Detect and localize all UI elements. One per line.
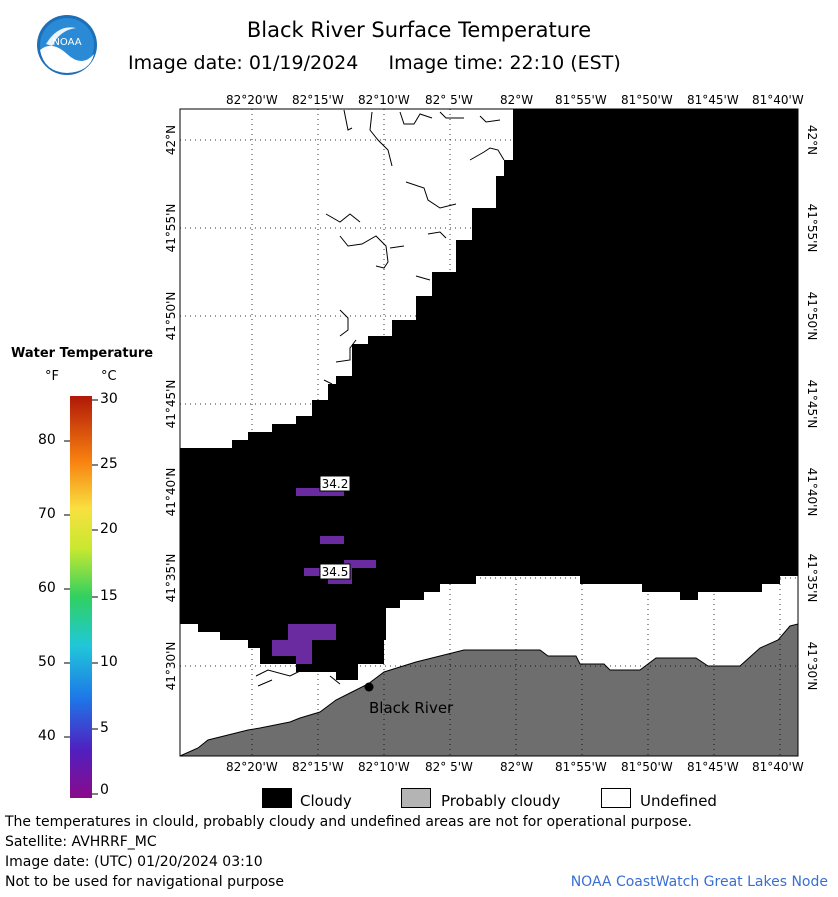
colorbar-c-label: 5: [100, 720, 109, 736]
image-datetime: Image date: 01/19/2024 Image time: 22:10…: [128, 52, 621, 74]
lon-tick-bottom: 82° 5'W: [425, 760, 473, 774]
colorbar-c-label: 15: [100, 588, 118, 604]
colorbar-c-label: 0: [100, 782, 109, 798]
temp-pixel: [288, 624, 312, 640]
cloudy-swatch: [262, 788, 292, 808]
unit-celsius: °C: [101, 369, 117, 384]
utc-date-text: Image date: (UTC) 01/20/2024 03:10: [5, 854, 263, 870]
rivers: [255, 109, 505, 687]
temperature-value: 34.2: [322, 477, 349, 491]
lat-tick-right: 41°40'N: [805, 467, 819, 517]
page-title: Black River Surface Temperature: [246, 18, 592, 42]
temp-pixel: [272, 640, 312, 656]
credit-link[interactable]: NOAA CoastWatch Great Lakes Node: [570, 874, 828, 890]
temp-pixel: [312, 624, 336, 640]
water-temperature-pixels: [272, 488, 376, 664]
lat-tick-left: 41°30'N: [164, 641, 178, 691]
lat-tick-left: 41°40'N: [164, 467, 178, 517]
cloudy-label: Cloudy: [300, 792, 352, 810]
navigation-warning: Not to be used for navigational purpose: [5, 874, 284, 890]
unit-fahrenheit: °F: [45, 369, 59, 384]
lon-tick-bottom: 81°40'W: [752, 760, 804, 774]
undefined-label: Undefined: [640, 792, 717, 810]
lat-tick-right: 41°45'N: [805, 379, 819, 429]
lon-tick-bottom: 81°50'W: [621, 760, 673, 774]
lat-tick-left: 41°55'N: [164, 203, 178, 253]
colorbar-title: Water Temperature: [11, 346, 154, 361]
logo-text: NOAA: [52, 37, 81, 48]
colorbar-c-label: 25: [100, 456, 118, 472]
colorbar-c-label: 20: [100, 521, 118, 537]
probably-cloudy-region: [179, 623, 799, 757]
temp-pixel: [328, 576, 352, 584]
undefined-swatch: [601, 788, 631, 808]
temperature-label-2: 34.5: [319, 563, 351, 580]
colorbar-f-label: 60: [38, 580, 56, 596]
lat-tick-left: 41°35'N: [164, 553, 178, 603]
lon-tick-top: 82°W: [500, 93, 534, 107]
lon-tick-bottom: 82°20'W: [226, 760, 278, 774]
colorbar-f-label: 70: [38, 506, 56, 522]
lon-tick-top: 81°40'W: [752, 93, 804, 107]
colorbar-f-label: 50: [38, 654, 56, 670]
colorbar: [70, 396, 92, 798]
satellite-text: Satellite: AVHRRF_MC: [5, 834, 157, 850]
lon-tick-bottom: 81°55'W: [555, 760, 607, 774]
lon-tick-top: 82°15'W: [292, 93, 344, 107]
lat-tick-right: 41°35'N: [805, 553, 819, 603]
probably-cloudy-label: Probably cloudy: [441, 792, 561, 810]
black-river-marker: [364, 682, 374, 692]
temperature-label-1: 34.2: [319, 475, 351, 492]
temp-pixel: [296, 488, 344, 496]
probably-cloudy-swatch: [401, 788, 431, 808]
lon-tick-top: 81°50'W: [621, 93, 673, 107]
colorbar-c-label: 10: [100, 654, 118, 670]
lat-tick-right: 41°50'N: [805, 291, 819, 341]
temp-pixel: [320, 536, 344, 544]
graticule: [180, 109, 798, 756]
lon-tick-top: 81°55'W: [555, 93, 607, 107]
lon-tick-top: 81°45'W: [687, 93, 739, 107]
lat-tick-left: 41°50'N: [164, 291, 178, 341]
noaa-logo: NOAA: [37, 15, 97, 75]
temperature-value: 34.5: [322, 565, 349, 579]
lat-tick-left: 41°45'N: [164, 379, 178, 429]
black-river-label: Black River: [369, 699, 454, 717]
temp-pixel: [344, 560, 376, 568]
lon-tick-bottom: 82°10'W: [358, 760, 410, 774]
lat-tick-right: 41°30'N: [805, 641, 819, 691]
image-time-label: Image time: 22:10 (EST): [388, 52, 621, 74]
colorbar-c-label: 30: [100, 391, 118, 407]
image-date-label: Image date: 01/19/2024: [128, 52, 359, 74]
lon-tick-bottom: 82°15'W: [292, 760, 344, 774]
temp-pixel: [296, 656, 312, 664]
lon-tick-top: 82° 5'W: [425, 93, 473, 107]
colorbar-f-label: 80: [38, 432, 56, 448]
colorbar-f-label: 40: [38, 728, 56, 744]
lon-tick-bottom: 82°W: [500, 760, 534, 774]
disclaimer-text: The temperatures in clould, probably clo…: [5, 814, 692, 830]
lon-tick-top: 82°20'W: [226, 93, 278, 107]
lon-tick-top: 82°10'W: [358, 93, 410, 107]
lat-tick-right: 41°55'N: [805, 203, 819, 253]
lat-tick-left: 42°N: [164, 124, 178, 156]
lat-tick-right: 42°N: [805, 124, 819, 156]
lon-tick-bottom: 81°45'W: [687, 760, 739, 774]
